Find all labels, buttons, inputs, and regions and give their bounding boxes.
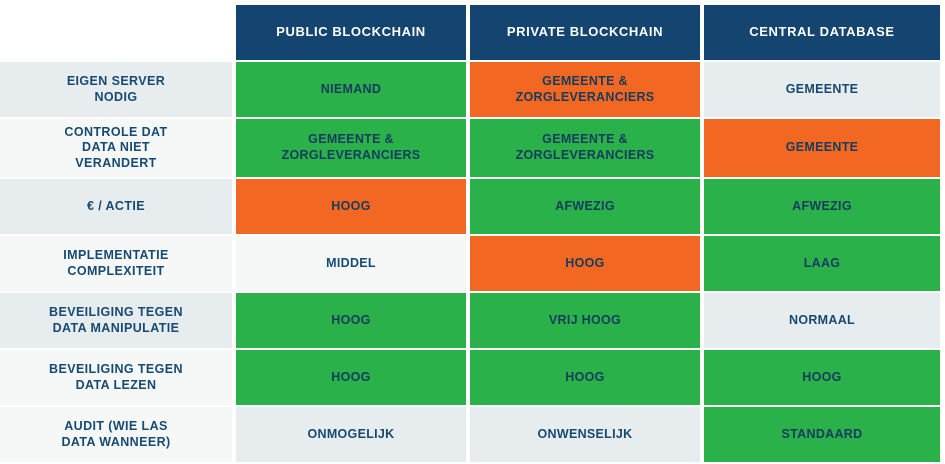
table-row: BEVEILIGING TEGEN DATA LEZEN HOOG HOOG HOOG <box>0 350 945 405</box>
column-header-private-blockchain: PRIVATE BLOCKCHAIN <box>470 5 700 60</box>
row-label-text: EIGEN SERVER NODIG <box>66 73 166 104</box>
row-label-text: BEVEILIGING TEGEN DATA LEZEN <box>49 361 183 392</box>
comparison-table: PUBLIC BLOCKCHAIN PRIVATE BLOCKCHAIN CEN… <box>0 5 945 462</box>
cell-euro-per-actie-central-database: AFWEZIG <box>704 179 940 234</box>
cell-value-text: LAAG <box>803 255 841 270</box>
cell-implementatie-complexiteit-central-database: LAAG <box>704 236 940 291</box>
row-label-text: CONTROLE DAT DATA NIET VERANDERT <box>64 124 168 170</box>
cell-value-text: HOOG <box>565 255 605 270</box>
cell-value-text: GEMEENTE <box>785 81 859 96</box>
cell-value-text: GEMEENTE & ZORGLEVERANCIERS <box>515 73 655 104</box>
cell-controle-dat-data-niet-verandert-private-blockchain: GEMEENTE & ZORGLEVERANCIERS <box>470 119 700 177</box>
table-corner-cell <box>0 5 232 60</box>
cell-value-text: GEMEENTE & ZORGLEVERANCIERS <box>281 132 421 162</box>
cell-value-text: GEMEENTE <box>785 140 859 155</box>
cell-value-text: NIEMAND <box>320 81 382 96</box>
cell-value-text: HOOG <box>565 369 605 384</box>
cell-value-text: GEMEENTE & ZORGLEVERANCIERS <box>515 132 655 162</box>
table-body: EIGEN SERVER NODIG NIEMAND GEMEENTE & ZORG… <box>0 62 945 464</box>
cell-value-text: STANDAARD <box>781 426 863 441</box>
row-label-implementatie-complexiteit: IMPLEMENTATIE COMPLEXITEIT <box>0 236 232 291</box>
column-header-central-database: CENTRAL DATABASE <box>704 5 940 60</box>
cell-value-text: NORMAAL <box>789 312 855 327</box>
row-label-text: BEVEILIGING TEGEN DATA MANIPULATIE <box>49 304 183 335</box>
cell-eigen-server-nodig-private-blockchain: GEMEENTE & ZORGLEVERANCIERS <box>470 62 700 117</box>
cell-value-text: ONMOGELIJK <box>307 426 395 441</box>
column-header-public-blockchain: PUBLIC BLOCKCHAIN <box>236 5 466 60</box>
cell-beveiliging-tegen-data-manipulatie-private-blockchain: VRIJ HOOG <box>470 293 700 348</box>
row-label-text: IMPLEMENTATIE COMPLEXITEIT <box>63 247 169 278</box>
table-header-row: PUBLIC BLOCKCHAIN PRIVATE BLOCKCHAIN CEN… <box>0 5 945 60</box>
table-row: IMPLEMENTATIE COMPLEXITEIT MIDDEL HOOG LAAG <box>0 236 945 291</box>
table-row: € / ACTIE HOOG AFWEZIG AFWEZIG <box>0 179 945 234</box>
cell-beveiliging-tegen-data-manipulatie-central-database: NORMAAL <box>704 293 940 348</box>
cell-audit-wie-las-data-wanneer-private-blockchain: ONWENSELIJK <box>470 407 700 462</box>
cell-value-text: AFWEZIG <box>792 198 852 213</box>
row-label-beveiliging-tegen-data-lezen: BEVEILIGING TEGEN DATA LEZEN <box>0 350 232 405</box>
table-row: CONTROLE DAT DATA NIET VERANDERT GEMEENTE… <box>0 119 945 177</box>
cell-value-text: ONWENSELIJK <box>537 426 633 441</box>
cell-audit-wie-las-data-wanneer-public-blockchain: ONMOGELIJK <box>236 407 466 462</box>
cell-eigen-server-nodig-public-blockchain: NIEMAND <box>236 62 466 117</box>
row-label-controle-dat-data-niet-verandert: CONTROLE DAT DATA NIET VERANDERT <box>0 119 232 177</box>
cell-value-text: HOOG <box>331 198 371 213</box>
row-label-audit-wie-las-data-wanneer: AUDIT (WIE LAS DATA WANNEER) <box>0 407 232 462</box>
table-row: AUDIT (WIE LAS DATA WANNEER) ONMOGELIJK ON… <box>0 407 945 462</box>
cell-eigen-server-nodig-central-database: GEMEENTE <box>704 62 940 117</box>
cell-value-text: HOOG <box>331 312 371 327</box>
cell-audit-wie-las-data-wanneer-central-database: STANDAARD <box>704 407 940 462</box>
cell-beveiliging-tegen-data-lezen-central-database: HOOG <box>704 350 940 405</box>
row-label-text: AUDIT (WIE LAS DATA WANNEER) <box>61 418 171 449</box>
cell-value-text: MIDDEL <box>326 255 376 270</box>
row-label-beveiliging-tegen-data-manipulatie: BEVEILIGING TEGEN DATA MANIPULATIE <box>0 293 232 348</box>
cell-value-text: VRIJ HOOG <box>548 312 622 327</box>
cell-beveiliging-tegen-data-lezen-private-blockchain: HOOG <box>470 350 700 405</box>
cell-euro-per-actie-private-blockchain: AFWEZIG <box>470 179 700 234</box>
row-label-text: € / ACTIE <box>86 198 145 213</box>
cell-value-text: HOOG <box>331 369 371 384</box>
cell-beveiliging-tegen-data-manipulatie-public-blockchain: HOOG <box>236 293 466 348</box>
cell-value-text: HOOG <box>802 369 842 384</box>
table-row: EIGEN SERVER NODIG NIEMAND GEMEENTE & ZORG… <box>0 62 945 117</box>
row-label-euro-per-actie: € / ACTIE <box>0 179 232 234</box>
cell-value-text: AFWEZIG <box>555 198 615 213</box>
cell-euro-per-actie-public-blockchain: HOOG <box>236 179 466 234</box>
cell-controle-dat-data-niet-verandert-public-blockchain: GEMEENTE & ZORGLEVERANCIERS <box>236 119 466 177</box>
cell-implementatie-complexiteit-public-blockchain: MIDDEL <box>236 236 466 291</box>
row-label-eigen-server-nodig: EIGEN SERVER NODIG <box>0 62 232 117</box>
cell-implementatie-complexiteit-private-blockchain: HOOG <box>470 236 700 291</box>
cell-beveiliging-tegen-data-lezen-public-blockchain: HOOG <box>236 350 466 405</box>
table-row: BEVEILIGING TEGEN DATA MANIPULATIE HOOG VR… <box>0 293 945 348</box>
cell-controle-dat-data-niet-verandert-central-database: GEMEENTE <box>704 119 940 177</box>
